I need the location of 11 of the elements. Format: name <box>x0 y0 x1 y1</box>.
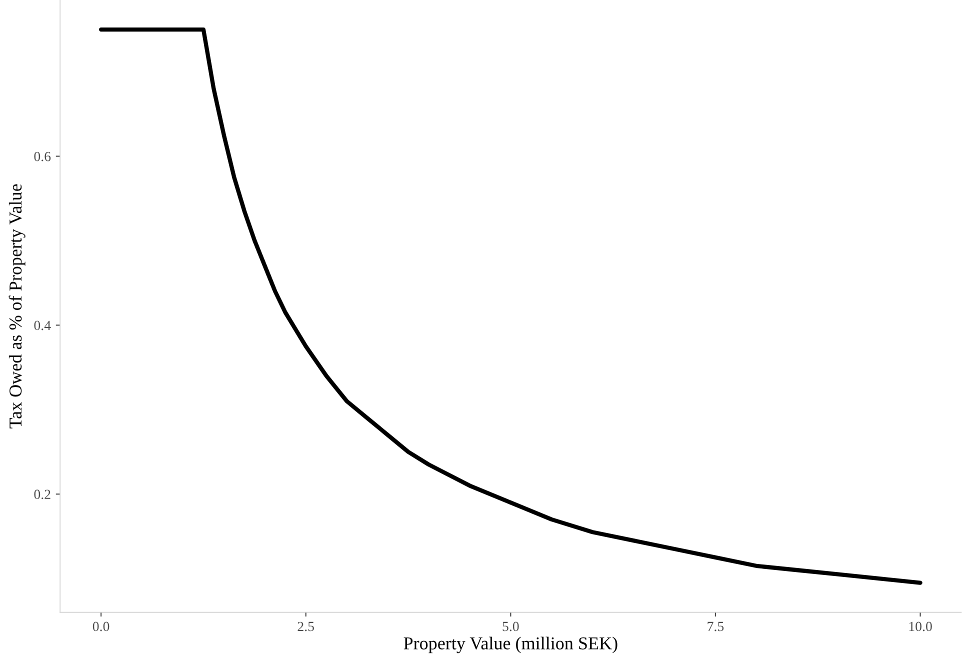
y-tick-label: 0.4 <box>34 320 51 330</box>
x-tick-label: 7.5 <box>708 622 724 632</box>
y-tick-label: 0.6 <box>34 152 51 162</box>
line-series <box>98 27 922 585</box>
x-tick-label: 5.0 <box>502 622 519 632</box>
y-tick-label: 0.2 <box>34 490 50 500</box>
x-tick-label: 2.5 <box>298 622 314 632</box>
y-axis-title: Tax Owed as % of Property Value <box>8 184 26 428</box>
x-tick-label: 10.0 <box>909 622 932 632</box>
x-tick-label: 0.0 <box>92 622 110 632</box>
x-axis-title: Property Value (million SEK) <box>404 636 618 654</box>
